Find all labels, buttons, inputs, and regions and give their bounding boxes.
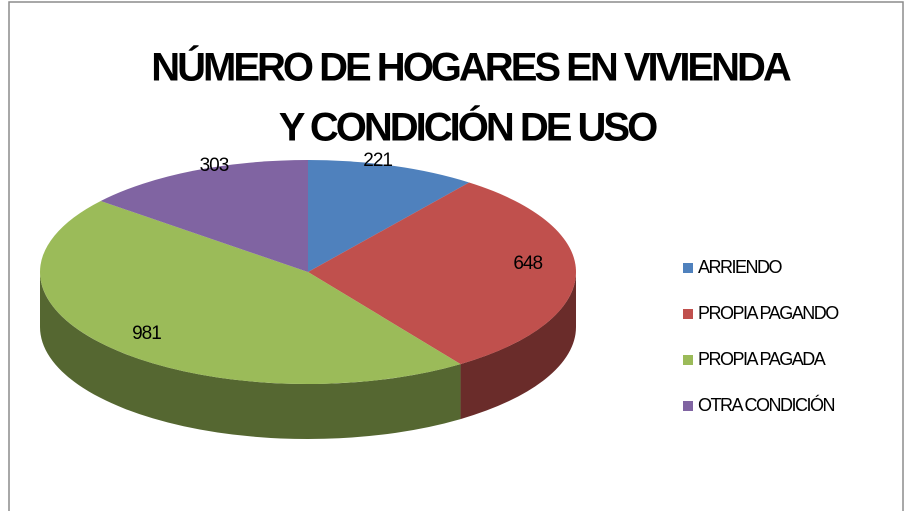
pie-slice	[39, 201, 461, 385]
pie-slice	[308, 160, 470, 272]
legend-swatch	[683, 309, 693, 319]
chart-title: Y CONDICIÓN DE USO	[279, 104, 657, 150]
legend-label: PROPIA PAGANDO	[698, 303, 839, 323]
legend-swatch	[683, 355, 693, 365]
legend-swatch	[683, 263, 693, 273]
legend-label: ARRIENDO	[698, 257, 783, 277]
pie-side	[460, 272, 576, 420]
legend-swatch	[683, 401, 693, 411]
chart-title: NÚMERO DE HOGARES EN VIVIENDA	[151, 44, 791, 90]
legend-label: OTRA CONDICIÓN	[698, 394, 835, 415]
pie-slice	[100, 160, 309, 272]
legend-label: PROPIA PAGADA	[698, 349, 826, 369]
pie-slice	[308, 182, 576, 365]
data-label: 648	[513, 253, 542, 274]
pie-side	[40, 272, 461, 440]
data-label: 303	[200, 155, 229, 176]
data-label: 981	[132, 323, 161, 344]
data-label: 221	[363, 150, 392, 171]
